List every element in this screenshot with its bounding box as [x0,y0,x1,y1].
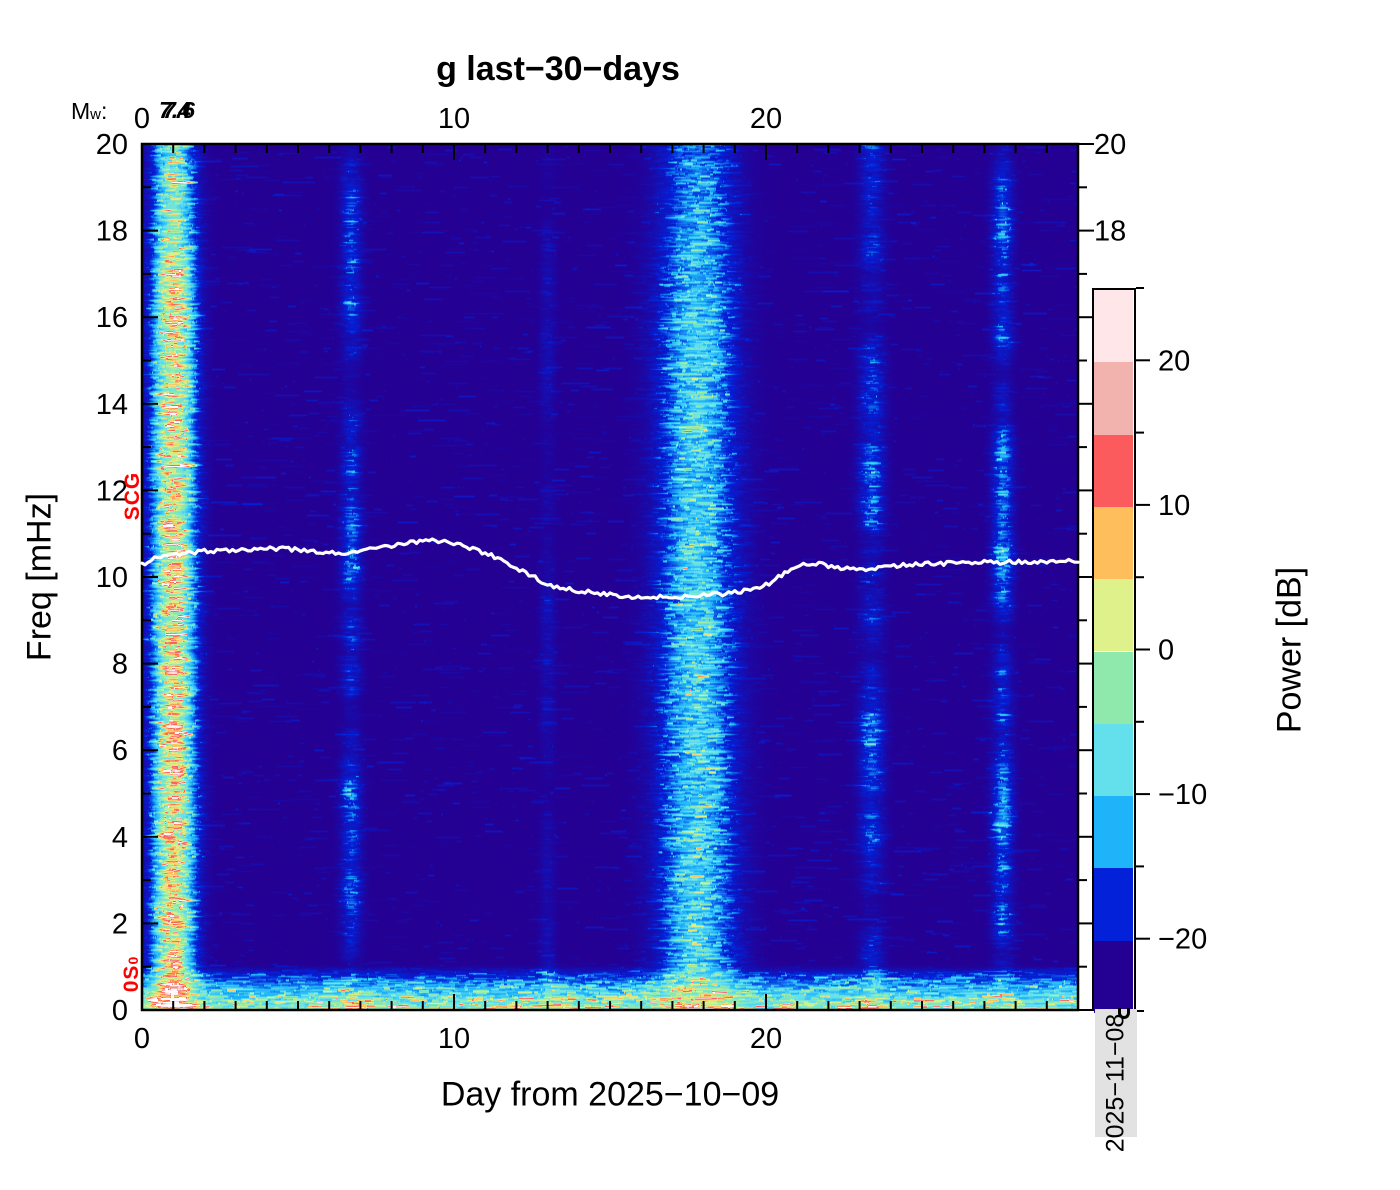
svg-text:10: 10 [438,103,470,135]
svg-text:20: 20 [1158,345,1190,377]
svg-text:2: 2 [112,908,128,940]
svg-text:20: 20 [750,1023,782,1055]
svg-text:−20: −20 [1158,924,1207,956]
svg-text:4: 4 [112,822,128,854]
svg-text:8: 8 [112,649,128,681]
svg-text:14: 14 [96,389,128,421]
svg-text:6: 6 [112,735,128,767]
svg-text:10: 10 [96,562,128,594]
svg-text:20: 20 [1094,129,1126,161]
svg-text:10: 10 [1158,490,1190,522]
svg-text:0: 0 [134,1023,150,1055]
svg-text:20: 20 [96,129,128,161]
svg-text:18: 18 [96,216,128,248]
svg-text:−10: −10 [1158,779,1207,811]
svg-text:18: 18 [1094,216,1126,248]
svg-text:0: 0 [112,995,128,1027]
svg-text:10: 10 [438,1023,470,1055]
svg-text:0: 0 [1158,635,1174,667]
svg-text:16: 16 [96,302,128,334]
svg-text:0: 0 [134,103,150,135]
svg-text:20: 20 [750,103,782,135]
